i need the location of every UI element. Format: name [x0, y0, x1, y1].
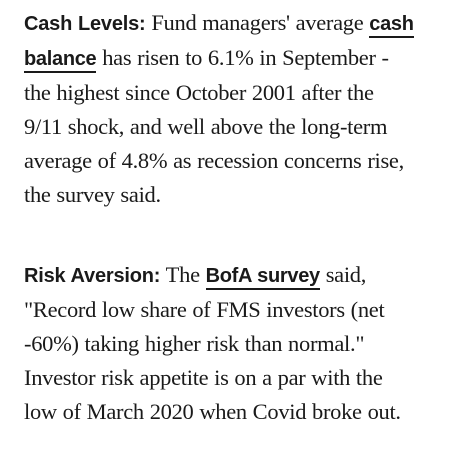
- paragraph-line: Investor risk appetite is on a par with …: [24, 365, 383, 390]
- cash-levels-heading: Cash Levels:: [24, 13, 146, 35]
- paragraph-line: balance has risen to 6.1% in September -: [24, 41, 414, 76]
- paragraph-line: low of March 2020 when Covid broke out.: [24, 399, 401, 424]
- paragraph-line: 9/11 shock, and well above the long-term: [24, 114, 388, 139]
- paragraph-line: -60%) taking higher risk than normal.": [24, 331, 365, 356]
- cash-levels-paragraph: Cash Levels: Fund managers' average cash…: [24, 6, 414, 212]
- cash-balance-link-part2[interactable]: balance: [24, 48, 97, 73]
- paragraph-line: Cash Levels: Fund managers' average cash: [24, 6, 414, 41]
- paragraph-line: the survey said.: [24, 182, 161, 207]
- paragraph-line: average of 4.8% as recession concerns ri…: [24, 148, 404, 173]
- paragraph-text: The: [160, 262, 206, 287]
- bofa-survey-link[interactable]: BofA survey: [205, 265, 320, 290]
- risk-aversion-heading: Risk Aversion:: [24, 265, 161, 287]
- risk-aversion-paragraph: Risk Aversion: The BofA survey said, "Re…: [24, 258, 401, 429]
- paragraph-text: said,: [319, 262, 367, 287]
- cash-balance-link-part1[interactable]: cash: [369, 13, 414, 38]
- paragraph-text: has risen to 6.1% in September -: [96, 45, 389, 70]
- paragraph-line: Risk Aversion: The BofA survey said,: [24, 258, 401, 293]
- paragraph-text: Fund managers' average: [145, 10, 370, 35]
- paragraph-line: "Record low share of FMS investors (net: [24, 297, 385, 322]
- paragraph-line: the highest since October 2001 after the: [24, 80, 374, 105]
